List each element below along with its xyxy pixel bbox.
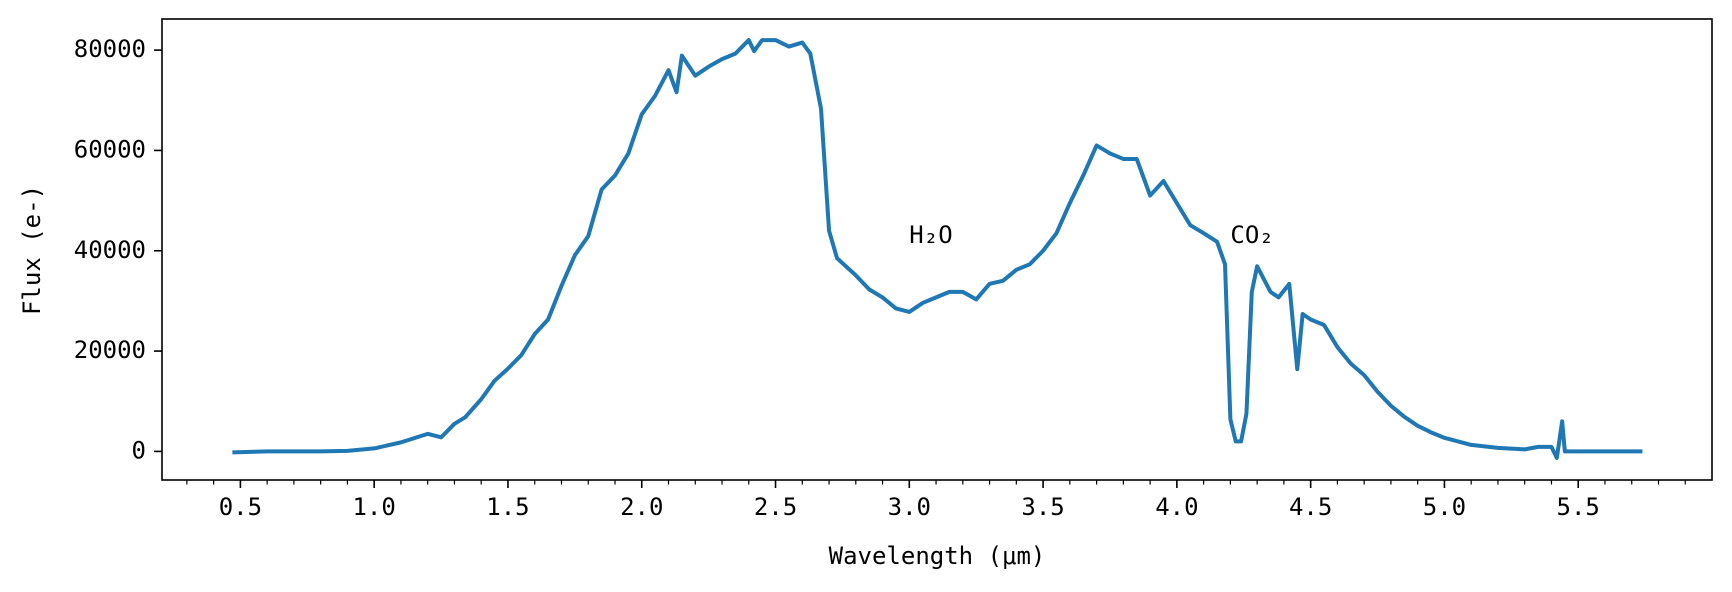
x-tick-label: 0.5 (219, 493, 262, 521)
x-tick-label: 3.5 (1021, 493, 1064, 521)
x-axis-label: Wavelength (μm) (829, 542, 1046, 570)
annotation: H₂O (909, 221, 952, 249)
spectrum-line (232, 38, 1643, 460)
y-tick-label: 40000 (74, 236, 146, 264)
x-tick-label: 3.0 (888, 493, 931, 521)
x-tick-label: 4.0 (1155, 493, 1198, 521)
x-tick-label: 5.0 (1423, 493, 1466, 521)
x-tick-label: 5.5 (1557, 493, 1600, 521)
y-tick-label: 60000 (74, 135, 146, 163)
x-tick-label: 1.5 (486, 493, 529, 521)
y-tick-label: 20000 (74, 336, 146, 364)
plot-frame (161, 18, 1713, 481)
x-tick-label: 4.5 (1289, 493, 1332, 521)
x-tick-label: 1.0 (352, 493, 395, 521)
x-tick-label: 2.5 (754, 493, 797, 521)
x-tick-label: 2.0 (620, 493, 663, 521)
annotation: CO₂ (1230, 221, 1273, 249)
y-tick-label: 0 (132, 436, 146, 464)
y-tick-label: 80000 (74, 35, 146, 63)
y-axis-label: Flux (e-) (18, 185, 46, 315)
